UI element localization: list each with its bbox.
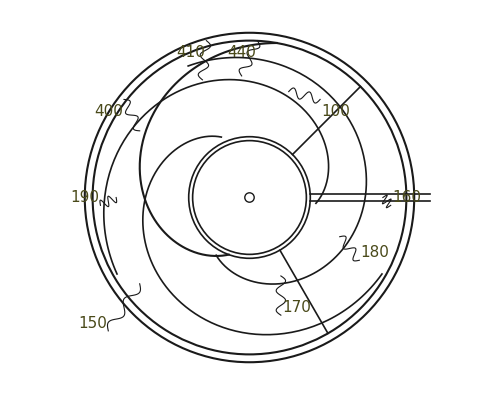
Text: 410: 410	[176, 45, 205, 60]
Text: 100: 100	[321, 104, 350, 119]
Text: 440: 440	[227, 45, 256, 60]
Text: 150: 150	[78, 316, 107, 331]
Text: 400: 400	[94, 104, 123, 119]
Text: 180: 180	[361, 245, 389, 260]
Text: 160: 160	[392, 190, 421, 205]
Text: 190: 190	[70, 190, 99, 205]
Text: 170: 170	[282, 300, 311, 315]
